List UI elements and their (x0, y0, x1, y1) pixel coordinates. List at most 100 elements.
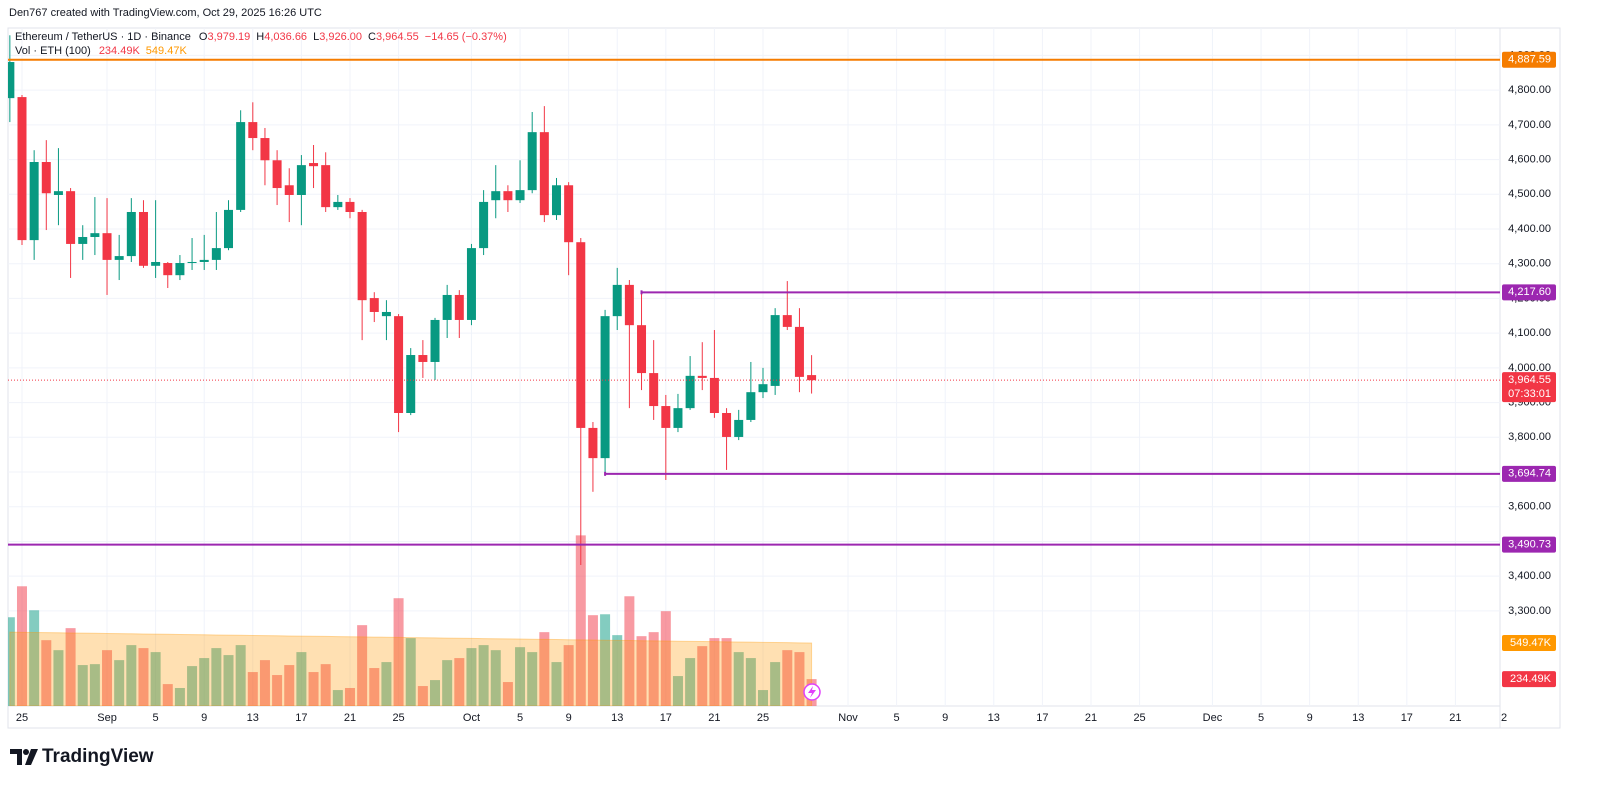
volume-bar (405, 638, 416, 706)
legend-line: Vol · ETH (100) 234.49K 549.47K (15, 45, 187, 57)
candle-body (491, 191, 501, 201)
x-tick-label: 25 (1133, 712, 1145, 724)
volume-bar (697, 646, 708, 706)
candle-body (515, 190, 525, 201)
candle-body (284, 185, 294, 195)
candle-body (588, 427, 598, 459)
x-tick-label: 9 (1307, 712, 1313, 724)
volume-ma-area (9, 631, 813, 706)
volume-bar (223, 655, 234, 706)
candle-body (126, 211, 136, 257)
candle-body (539, 132, 549, 216)
volume-bar (539, 632, 550, 706)
volume-bar (551, 662, 562, 706)
volume-bar (235, 645, 246, 706)
candle-body (527, 132, 537, 191)
axes: 3,300.003,400.003,500.003,600.003,700.00… (16, 49, 1556, 724)
candle-body (199, 259, 209, 262)
x-tick-label: 5 (894, 712, 900, 724)
candle-body (272, 160, 282, 189)
volume-label-box (1502, 671, 1556, 688)
candle-body (661, 406, 671, 428)
candle-body (369, 298, 379, 312)
volume-bar (296, 652, 307, 706)
volume-bar (138, 648, 149, 706)
candle-body (151, 261, 161, 266)
volume-bar (490, 650, 501, 706)
y-tick-label: 3,600.00 (1508, 501, 1551, 513)
x-tick-label: 25 (16, 712, 28, 724)
candle-body (746, 392, 756, 420)
candle-body (357, 211, 367, 301)
y-tick-label: 3,300.00 (1508, 605, 1551, 617)
brand: TradingView (42, 746, 154, 767)
y-tick-label: 4,700.00 (1508, 119, 1551, 131)
volume-title: Vol · ETH (100) (15, 45, 91, 57)
ohlc-key: H (256, 31, 264, 43)
volume-label: 234.49K (1510, 673, 1552, 685)
volume-bar (247, 672, 258, 706)
volume-bar (563, 645, 574, 706)
candle-body (454, 294, 464, 320)
ohlc-key: L (313, 31, 319, 43)
level-label: 3,490.73 (1508, 539, 1551, 551)
volume-bar (636, 636, 647, 706)
candle-body (296, 165, 306, 195)
x-tick-label: 21 (1449, 712, 1461, 724)
y-tick-label: 4,000.00 (1508, 362, 1551, 374)
last-price-label: 07:33:01 (1508, 388, 1551, 400)
candle-body (8, 62, 15, 99)
candle-body (41, 162, 51, 194)
candle-body (794, 326, 804, 377)
candle-body (430, 319, 440, 362)
volume-value: 234.49K (99, 45, 141, 57)
x-tick-label: 21 (708, 712, 720, 724)
candle-body (29, 162, 39, 241)
volume-pane (8, 535, 817, 706)
level-label-box (1502, 284, 1556, 301)
last-price-label-box (1502, 372, 1556, 403)
candle-body (224, 209, 234, 249)
volume-bar (782, 650, 793, 706)
volume-ma-label-box (1502, 634, 1556, 651)
volume-bar (600, 614, 611, 706)
volume-bar (745, 658, 756, 706)
logo-mark (25, 749, 38, 765)
volume-bar (672, 676, 683, 706)
candle-body (685, 375, 695, 409)
volume-bar (466, 648, 477, 706)
volume-ma-label: 549.47K (1510, 637, 1552, 649)
volume-bar (102, 650, 113, 706)
candle-body (138, 211, 148, 266)
volume-bar (199, 658, 210, 706)
volume-bar (794, 652, 805, 706)
grid (8, 28, 1500, 706)
candle-body (53, 191, 63, 195)
volume-bar (587, 615, 598, 706)
candle-body (211, 248, 221, 260)
candle-body (345, 201, 355, 212)
logo-mark (23, 749, 29, 755)
volume-bar (575, 535, 586, 706)
ohlc-key: O (199, 31, 208, 43)
x-tick-label: 13 (611, 712, 623, 724)
volume-bar (685, 658, 696, 706)
volume-bar (162, 684, 173, 706)
x-tick-label: 13 (988, 712, 1000, 724)
candle-body (612, 284, 622, 317)
x-tick-label: Nov (838, 712, 858, 724)
volume-bar (515, 647, 526, 706)
volume-bar (174, 687, 185, 706)
volume-bar (770, 662, 781, 706)
x-tick-label: Sep (97, 712, 117, 724)
volume-bar (612, 635, 623, 706)
volume-bar (393, 598, 404, 706)
volume-bar (114, 660, 125, 706)
candle-body (17, 97, 27, 241)
volume-bar (478, 645, 489, 706)
volume-bar (624, 596, 635, 706)
volume-bar (89, 664, 100, 706)
x-tick-label: 9 (942, 712, 948, 724)
y-tick-label: 4,800.00 (1508, 84, 1551, 96)
